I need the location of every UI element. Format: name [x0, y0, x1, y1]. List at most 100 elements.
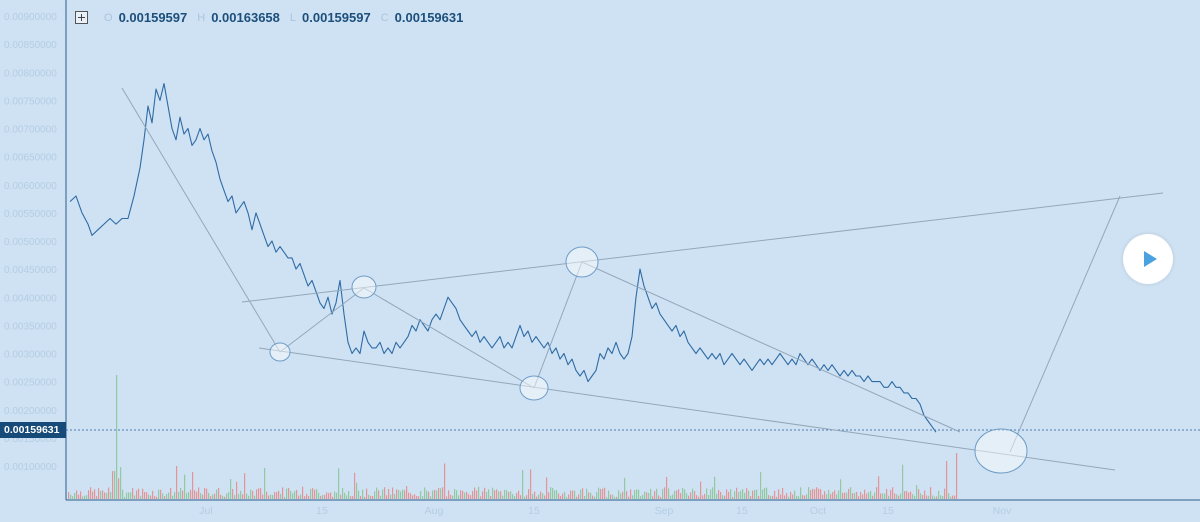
volume-bar	[242, 494, 244, 499]
volume-bar	[672, 494, 674, 499]
volume-bar	[192, 471, 194, 499]
volume-bar	[838, 490, 840, 499]
volume-bar	[896, 494, 898, 499]
volume-bar	[946, 461, 948, 499]
volume-bar	[296, 489, 298, 499]
volume-bar	[160, 489, 162, 499]
volume-bar	[868, 492, 870, 499]
volume-bar	[352, 496, 354, 499]
trendline-drawings[interactable]	[121, 87, 1164, 474]
y-tick-label: 0.00350000	[4, 321, 57, 332]
volume-bar	[846, 492, 848, 499]
volume-bar	[526, 495, 528, 499]
volume-bar	[786, 493, 788, 499]
volume-bar	[598, 487, 600, 499]
volume-bar	[218, 487, 220, 499]
volume-bar	[612, 494, 614, 499]
volume-bar	[372, 496, 374, 499]
play-icon[interactable]	[1123, 234, 1173, 284]
volume-bar	[502, 495, 504, 499]
plus-icon[interactable]	[75, 11, 88, 24]
volume-bar	[884, 493, 886, 499]
volume-bar	[684, 489, 686, 499]
volume-bar	[808, 487, 810, 499]
volume-bar	[580, 489, 582, 499]
x-tick-label: 15	[528, 505, 540, 517]
volume-bar	[550, 487, 552, 499]
volume-bar	[418, 496, 420, 499]
volume-bar	[930, 487, 932, 499]
volume-bar	[866, 493, 868, 499]
volume-bar	[574, 490, 576, 499]
trendline	[258, 347, 1116, 471]
y-tick-label: 0.00850000	[4, 40, 57, 51]
volume-bar	[662, 488, 664, 499]
volume-bar	[460, 490, 462, 499]
volume-bar	[164, 496, 166, 499]
volume-bar	[832, 492, 834, 499]
volume-bar	[126, 492, 128, 499]
volume-bar	[556, 490, 558, 499]
volume-bar	[920, 493, 922, 499]
volume-bar	[636, 489, 638, 499]
volume-bar	[252, 490, 254, 499]
volume-bar	[220, 494, 222, 499]
volume-bar	[814, 489, 816, 499]
volume-bar	[454, 488, 456, 499]
volume-bar	[184, 474, 186, 499]
volume-bar	[692, 488, 694, 499]
volume-bar	[566, 496, 568, 499]
volume-bar	[322, 494, 324, 499]
volume-bar	[108, 487, 110, 499]
volume-bar	[828, 489, 830, 499]
volume-bar	[496, 489, 498, 499]
volume-bar	[520, 495, 522, 499]
volume-bar	[390, 494, 392, 499]
y-tick-label: 0.00800000	[4, 68, 57, 79]
volume-bar	[894, 493, 896, 499]
volume-bar	[648, 492, 650, 499]
volume-bar	[778, 489, 780, 499]
volume-bar	[774, 490, 776, 499]
y-tick-label: 0.00150000	[4, 434, 57, 445]
volume-bar	[422, 496, 424, 499]
price-series	[69, 82, 937, 433]
volume-bar	[486, 491, 488, 499]
volume-bar	[100, 490, 102, 499]
volume-bar	[250, 489, 252, 499]
volume-bar	[202, 494, 204, 499]
volume-bar	[542, 493, 544, 499]
volume-bar	[772, 495, 774, 499]
volume-bar	[924, 490, 926, 499]
volume-bar	[278, 490, 280, 499]
volume-bar	[552, 487, 554, 499]
low-value: 0.00159597	[302, 10, 371, 25]
volume-bar	[604, 487, 606, 499]
volume-bar	[516, 492, 518, 499]
volume-bar	[420, 491, 422, 499]
volume-bar	[112, 471, 114, 499]
volume-bar	[392, 487, 394, 499]
volume-bar	[676, 490, 678, 499]
volume-bar	[84, 495, 86, 499]
volume-bar	[700, 481, 702, 499]
volume-bar	[668, 488, 670, 499]
volume-bar	[890, 489, 892, 499]
volume-bar	[518, 490, 520, 499]
volume-bar	[254, 495, 256, 499]
x-tick-label: 15	[316, 505, 328, 517]
volume-bar	[908, 492, 910, 499]
volume-bar	[214, 493, 216, 499]
volume-bar	[294, 491, 296, 499]
volume-bar	[596, 492, 598, 499]
volume-bar	[804, 495, 806, 499]
volume-bar	[576, 496, 578, 499]
volume-bar	[206, 488, 208, 499]
volume-bar	[562, 493, 564, 499]
volume-bar	[194, 490, 196, 499]
volume-bar	[834, 490, 836, 499]
volume-bar	[324, 494, 326, 499]
volume-bar	[332, 496, 334, 499]
volume-bar	[110, 492, 112, 499]
